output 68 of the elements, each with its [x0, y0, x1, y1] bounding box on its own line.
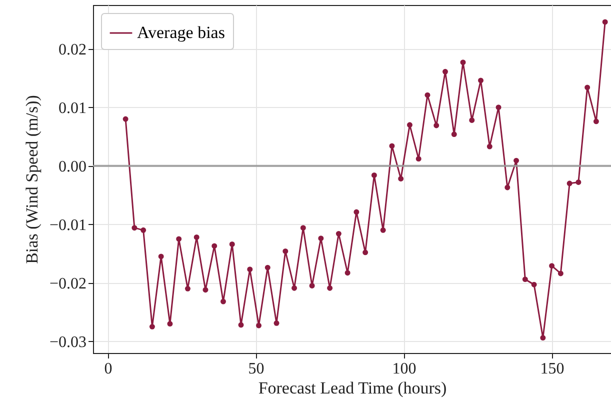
point [424, 92, 430, 98]
y-tick-label: −0.01 [49, 216, 86, 234]
point [602, 19, 608, 25]
point [576, 179, 582, 185]
point [380, 227, 386, 233]
point [264, 264, 270, 270]
point [584, 84, 590, 90]
point [220, 298, 226, 304]
point [486, 144, 492, 150]
x-tick-label: 50 [248, 360, 264, 378]
point [566, 180, 572, 186]
point [194, 234, 200, 240]
legend-label: Average bias [137, 23, 225, 42]
point [140, 227, 146, 233]
point [158, 254, 164, 260]
point [300, 225, 306, 231]
x-tick-label: 100 [392, 360, 416, 378]
point [434, 122, 440, 128]
point [442, 68, 448, 74]
x-tick-label: 150 [540, 360, 564, 378]
point [344, 270, 350, 276]
y-tick-label: 0.00 [58, 158, 86, 176]
y-tick-label: −0.02 [49, 275, 86, 292]
point [184, 286, 190, 292]
point [256, 322, 262, 328]
point [176, 236, 182, 242]
point [371, 172, 377, 178]
point [469, 117, 475, 123]
point [132, 225, 138, 231]
point [389, 143, 395, 149]
x-tick-label: 0 [104, 360, 112, 378]
point [398, 176, 404, 182]
point [504, 184, 510, 190]
point [451, 132, 457, 137]
point [460, 60, 466, 66]
point [238, 322, 244, 328]
point [549, 263, 555, 269]
point [354, 209, 360, 215]
point [496, 104, 502, 110]
point [362, 250, 368, 256]
point [229, 241, 235, 247]
point [202, 287, 208, 293]
point [406, 122, 412, 128]
point [416, 156, 422, 162]
x-axis-title: Forecast Lead Time (hours) [258, 378, 447, 398]
point [514, 158, 520, 164]
point [593, 118, 599, 124]
point [292, 285, 298, 291]
point [478, 78, 484, 84]
point [522, 276, 528, 282]
point [309, 283, 315, 288]
point [149, 324, 155, 330]
point [336, 230, 342, 236]
y-tick-label: 0.01 [58, 100, 86, 117]
point [274, 320, 280, 326]
point [540, 335, 546, 341]
point [282, 248, 288, 254]
y-tick-label: 0.02 [58, 41, 86, 58]
y-tick-label: −0.03 [49, 334, 86, 351]
point [327, 285, 333, 291]
point [122, 116, 128, 122]
point [558, 270, 564, 276]
point [212, 243, 218, 249]
y-axis-title: Bias (Wind Speed (m/s)) [22, 95, 42, 264]
point [531, 282, 537, 288]
point [247, 266, 253, 272]
point [318, 236, 324, 242]
point [167, 321, 173, 326]
